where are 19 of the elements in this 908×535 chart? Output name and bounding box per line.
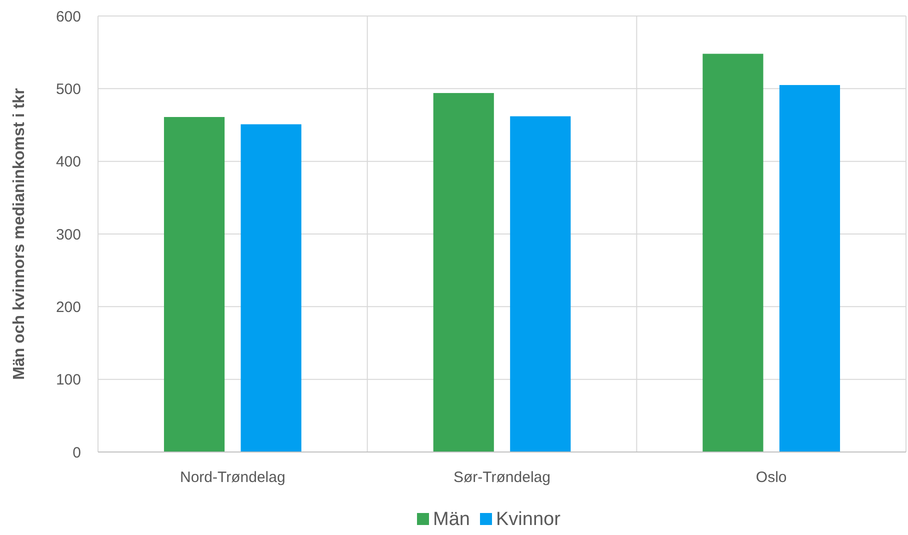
y-tick-label: 300 xyxy=(56,226,81,244)
y-tick-label: 0 xyxy=(72,444,81,462)
bar xyxy=(433,93,494,452)
bar xyxy=(702,54,764,452)
y-tick-label: 100 xyxy=(56,372,81,389)
y-tick-label: 400 xyxy=(56,154,81,171)
bar xyxy=(779,85,840,452)
legend-label: Kvinnor xyxy=(496,509,562,530)
y-tick-label: 500 xyxy=(56,80,81,98)
legend-label: Män xyxy=(433,509,470,530)
y-tick-label: 600 xyxy=(56,8,81,26)
x-tick-label: Sør-Trøndelag xyxy=(454,469,550,486)
y-axis-title: Män och kvinnors medianinkomst i tkr xyxy=(11,88,28,380)
y-tick-label: 200 xyxy=(56,298,81,316)
bar xyxy=(240,124,302,452)
x-tick-label: Nord-Trøndelag xyxy=(180,469,286,486)
bar xyxy=(164,117,225,452)
bar xyxy=(510,116,571,452)
x-tick-label: Oslo xyxy=(756,469,787,486)
